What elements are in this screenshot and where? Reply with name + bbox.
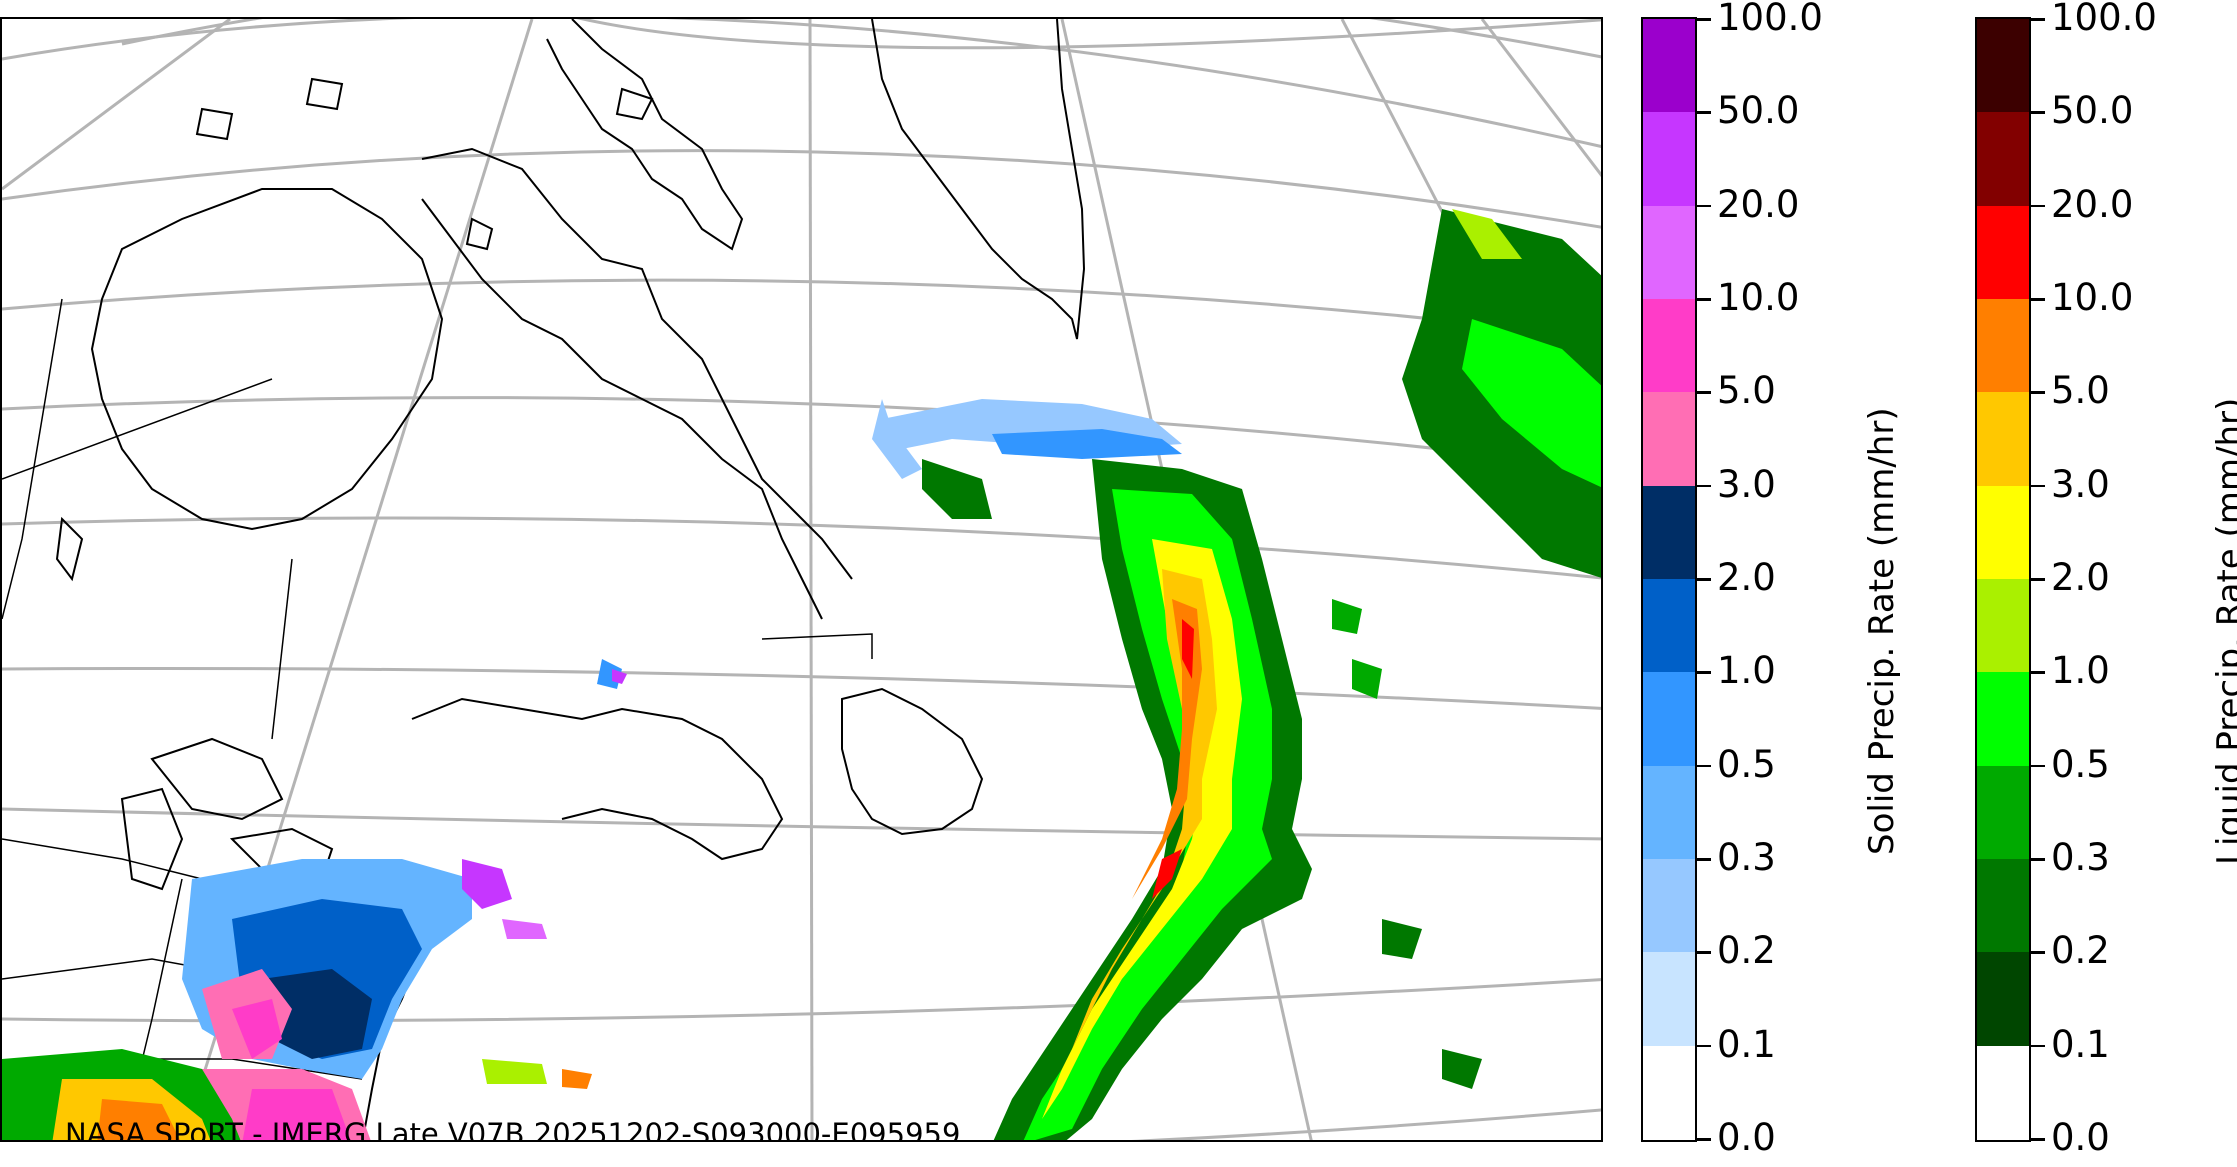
liquid-precip-tick-label: 0.2 (2051, 929, 2110, 973)
precipitation-map: NASA SPoRT - IMERG Late V07B 20251202-S0… (0, 17, 1603, 1142)
liquid-precip-color-segment (1977, 952, 2029, 1047)
liquid-precip-tick-label: 5.0 (2051, 369, 2110, 413)
liquid-precip-tick-mark (2031, 1138, 2045, 1141)
liquid-precip-tick-label: 20.0 (2051, 182, 2134, 226)
solid-precip-tick-mark (1697, 1044, 1711, 1048)
solid-precip-tick-label: 50.0 (1717, 89, 1800, 133)
solid-precip-colorbar (1641, 17, 1697, 1142)
liquid-precip-colorbar (1975, 17, 2031, 1142)
liquid-precip-tick-label: 0.0 (2051, 1116, 2110, 1159)
liquid-precip-tick-label: 2.0 (2051, 556, 2110, 599)
liquid-precip-tick-mark (2031, 484, 2045, 488)
liquid-precip-color-segment (1977, 1045, 2029, 1140)
liquid-precip-tick-label: 0.1 (2051, 1022, 2110, 1066)
liquid-precip-tick-mark (2031, 298, 2045, 301)
liquid-precip-tick-mark (2031, 858, 2045, 861)
liquid-precip-color-segment (1977, 859, 2029, 953)
solid-precip-tick-mark (1697, 951, 1711, 954)
solid-precip-tick-mark (1697, 298, 1711, 301)
solid-precip-tick-label: 10.0 (1717, 276, 1800, 319)
solid-precip-tick-label: 0.5 (1717, 742, 1776, 786)
solid-precip-color-segment (1643, 859, 1695, 953)
liquid-precip-color-segment (1977, 299, 2029, 393)
liquid-precip-color-segment (1977, 579, 2029, 673)
solid-precip-tick-label: 5.0 (1717, 369, 1776, 413)
solid-precip-tick-label: 20.0 (1717, 182, 1800, 226)
liquid-precip-color-segment (1977, 485, 2029, 580)
solid-precip-tick-label: 3.0 (1717, 462, 1776, 506)
liquid-precip-tick-mark (2031, 951, 2045, 954)
liquid-precip-color-segment (1977, 392, 2029, 487)
liquid-precip-tick-mark (2031, 204, 2045, 208)
solid-precip-color-segment (1643, 112, 1695, 207)
liquid-precip-color-segment (1977, 672, 2029, 767)
solid-precip-tick-mark (1697, 484, 1711, 488)
solid-precip-tick-label: 100.0 (1717, 0, 1823, 39)
solid-precip-color-segment (1643, 672, 1695, 767)
liquid-precip-tick-mark (2031, 18, 2045, 21)
liquid-precip-tick-mark (2031, 391, 2045, 394)
solid-precip-tick-mark (1697, 111, 1711, 114)
liquid-precip-colorbar-title: Liquid Precip. Rate (mm/hr) (2210, 397, 2237, 865)
liquid-precip-tick-mark (2031, 1044, 2045, 1048)
solid-precip-tick-mark (1697, 1138, 1711, 1141)
liquid-precip-color-segment (1977, 765, 2029, 860)
liquid-precip-tick-label: 0.5 (2051, 742, 2110, 786)
solid-precip-areas (182, 399, 1182, 1140)
solid-precip-color-segment (1643, 299, 1695, 393)
solid-precip-color-segment (1643, 765, 1695, 860)
solid-precip-color-segment (1643, 205, 1695, 300)
solid-precip-tick-mark (1697, 858, 1711, 861)
solid-precip-tick-mark (1697, 18, 1711, 21)
solid-precip-tick-label: 0.2 (1717, 929, 1776, 973)
solid-precip-tick-mark (1697, 391, 1711, 394)
liquid-precip-tick-mark (2031, 671, 2045, 674)
liquid-precip-color-segment (1977, 205, 2029, 300)
liquid-precip-tick-mark (2031, 764, 2045, 768)
solid-precip-color-segment (1643, 19, 1695, 113)
liquid-precip-tick-label: 3.0 (2051, 462, 2110, 506)
solid-precip-tick-label: 0.1 (1717, 1022, 1776, 1066)
solid-precip-tick-mark (1697, 204, 1711, 208)
solid-precip-color-segment (1643, 952, 1695, 1047)
solid-precip-tick-label: 0.0 (1717, 1116, 1776, 1159)
solid-precip-color-segment (1643, 579, 1695, 673)
solid-precip-color-segment (1643, 485, 1695, 580)
liquid-precip-color-segment (1977, 112, 2029, 207)
solid-precip-color-segment (1643, 1045, 1695, 1140)
solid-precip-tick-mark (1697, 578, 1711, 581)
liquid-precip-areas (2, 209, 1601, 1140)
solid-precip-colorbar-title: Solid Precip. Rate (mm/hr) (1862, 407, 1902, 855)
liquid-precip-tick-label: 1.0 (2051, 649, 2110, 693)
solid-precip-tick-label: 2.0 (1717, 556, 1776, 599)
data-credit-label: NASA SPoRT - IMERG Late V07B 20251202-S0… (65, 1117, 961, 1142)
solid-precip-color-segment (1643, 392, 1695, 487)
solid-precip-tick-mark (1697, 671, 1711, 674)
liquid-precip-tick-label: 10.0 (2051, 276, 2134, 319)
liquid-precip-tick-label: 0.3 (2051, 836, 2110, 879)
solid-precip-tick-label: 0.3 (1717, 836, 1776, 879)
liquid-precip-tick-label: 50.0 (2051, 89, 2134, 133)
solid-precip-tick-label: 1.0 (1717, 649, 1776, 693)
liquid-precip-tick-mark (2031, 578, 2045, 581)
solid-precip-tick-mark (1697, 764, 1711, 768)
liquid-precip-tick-mark (2031, 111, 2045, 114)
liquid-precip-tick-label: 100.0 (2051, 0, 2157, 39)
liquid-precip-color-segment (1977, 19, 2029, 113)
